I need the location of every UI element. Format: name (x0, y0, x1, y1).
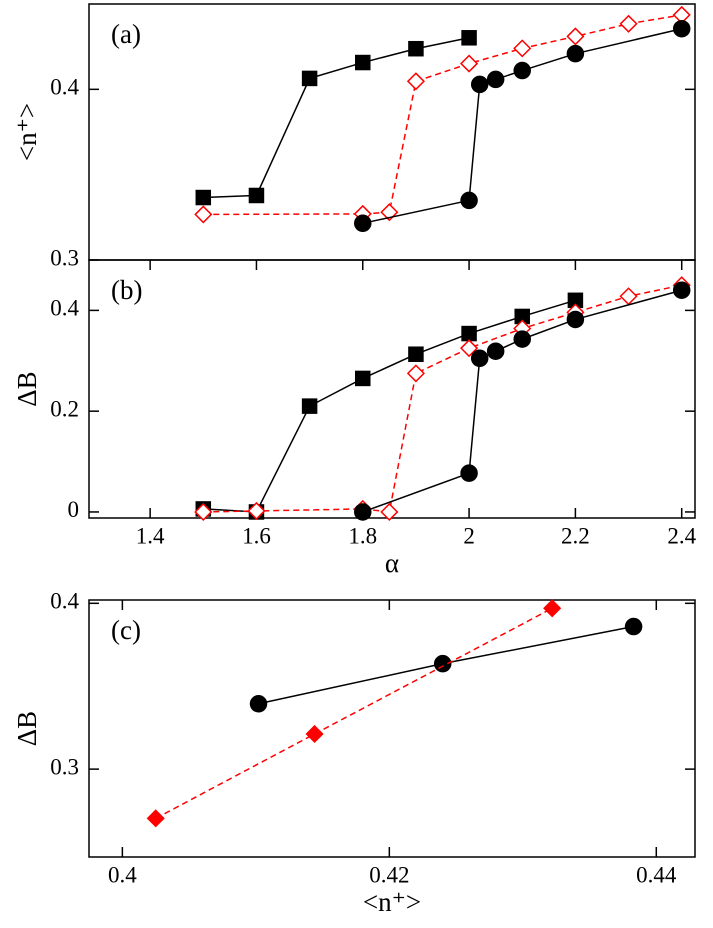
y-axis-label: ΔB (12, 371, 42, 406)
marker-circle (513, 61, 531, 80)
series-line (203, 299, 576, 513)
marker-diamond (619, 287, 638, 306)
series-line (203, 284, 682, 513)
x-tick-label: 0.4 (108, 862, 137, 887)
marker-square (248, 187, 265, 204)
marker-square (301, 398, 318, 414)
marker-diamond (513, 39, 532, 58)
marker-circle (470, 75, 489, 94)
marker-diamond (194, 205, 213, 224)
marker-diamond (406, 72, 425, 91)
y-tick-label: 0.4 (50, 75, 79, 100)
plot-frame (88, 599, 696, 858)
marker-diamond (460, 339, 479, 358)
marker-circle (672, 281, 691, 299)
panel-label: (c) (111, 615, 141, 645)
marker-diamond (619, 14, 638, 33)
y-tick-label: 0.4 (50, 589, 79, 614)
marker-circle (460, 464, 478, 482)
marker-diamond (194, 502, 213, 522)
marker-circle (513, 330, 531, 348)
x-tick-label: 0.42 (369, 862, 409, 887)
marker-diamond (406, 364, 425, 383)
marker-diamond (305, 724, 324, 744)
marker-diamond (380, 502, 399, 522)
x-tick-label: 1.6 (242, 523, 271, 548)
panel-label: (a) (111, 19, 141, 49)
marker-diamond (566, 27, 585, 46)
x-tick-label: 2.2 (561, 523, 590, 548)
marker-circle (672, 19, 691, 38)
marker-square (408, 40, 424, 57)
series-line (155, 607, 553, 820)
marker-square (195, 189, 212, 206)
marker-square (301, 70, 318, 87)
plot-frame (88, 259, 696, 519)
x-tick-label: 0.44 (636, 862, 677, 887)
marker-square (461, 325, 477, 342)
series-line (203, 37, 470, 199)
x-tick-label: 1.4 (136, 523, 165, 548)
plot-frame (88, 3, 696, 261)
x-axis-label: <n⁺> (363, 887, 421, 917)
panel-label: (b) (111, 275, 142, 305)
marker-square (408, 346, 424, 362)
x-axis-label: α (385, 548, 399, 578)
marker-square (461, 30, 477, 46)
marker-circle (354, 214, 372, 233)
marker-circle (460, 191, 478, 210)
marker-circle (354, 503, 372, 521)
marker-square (355, 370, 371, 387)
y-axis-label: <n⁺> (12, 103, 42, 161)
marker-square (355, 54, 371, 71)
y-tick-label: 0.3 (50, 754, 79, 779)
marker-circle (470, 349, 489, 368)
marker-diamond (543, 599, 562, 618)
marker-circle (566, 310, 585, 329)
marker-circle (249, 695, 268, 713)
y-tick-label: 0 (68, 497, 80, 522)
marker-diamond (146, 809, 165, 828)
marker-circle (624, 617, 643, 636)
x-tick-label: 1.8 (348, 523, 377, 548)
marker-circle (486, 342, 505, 360)
marker-diamond (247, 501, 266, 521)
y-axis-label: ΔB (12, 711, 42, 746)
y-tick-label: 0.3 (50, 245, 79, 270)
x-tick-label: 2 (463, 523, 475, 548)
marker-diamond (460, 54, 479, 73)
y-tick-label: 0.4 (50, 296, 79, 321)
marker-circle (566, 44, 585, 63)
x-tick-label: 2.4 (667, 523, 696, 548)
series-line (362, 28, 682, 225)
y-tick-label: 0.2 (50, 396, 79, 421)
marker-circle (486, 70, 505, 89)
